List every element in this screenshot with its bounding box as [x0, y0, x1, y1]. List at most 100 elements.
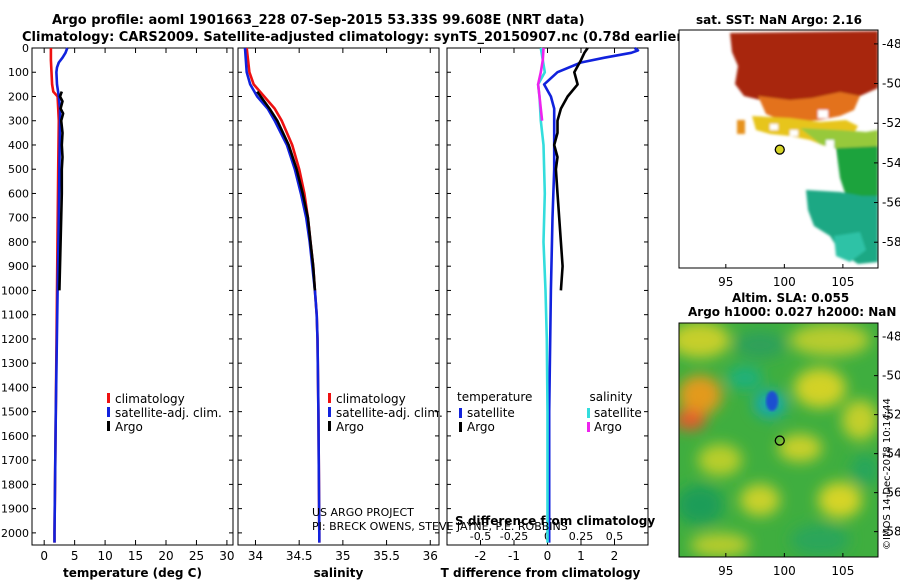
difference-xtick-label: 1 — [577, 549, 585, 563]
map-xtick-label: 100 — [773, 275, 796, 289]
legend-swatch — [459, 422, 462, 432]
sla-blob — [679, 375, 722, 415]
sst-patch — [818, 110, 828, 118]
difference-series-t-satellite — [542, 46, 640, 543]
legend-label: climatology — [115, 392, 185, 406]
sla-blob — [818, 482, 862, 518]
sla-map-frame — [678, 322, 879, 558]
salinity-series-satellite-adj-clim- — [243, 47, 321, 543]
temperature-xtick-label: 20 — [158, 549, 173, 563]
depth-tick-label: 1100 — [1, 309, 29, 322]
difference-series-t-argo — [552, 47, 589, 291]
sst-patch — [737, 120, 745, 134]
legend-title-temperature: temperature — [457, 390, 532, 404]
depth-tick-label: 1800 — [1, 478, 29, 491]
temperature-xlabel: temperature (deg C) — [63, 566, 202, 580]
temperature-xtick-label: 5 — [71, 549, 79, 563]
legend-label: climatology — [336, 392, 406, 406]
sla-blob — [734, 331, 786, 359]
legend-label: Argo — [594, 420, 622, 434]
legend-swatch — [107, 393, 110, 403]
salinity-xtick-label: 34 — [248, 549, 263, 563]
title-line-1: Argo profile: aoml 1901663_228 07-Sep-20… — [52, 13, 585, 28]
depth-tick-label: 1000 — [1, 284, 29, 297]
sla-blob — [690, 533, 750, 557]
temperature-panel: 0100200300400500600700800900100011001200… — [1, 42, 235, 580]
legend-label: satellite — [594, 406, 642, 420]
sla-map-title-1: Altim. SLA: 0.055 — [732, 291, 849, 305]
map-ytick-label: -50 — [882, 77, 900, 91]
map-ytick-label: -54 — [882, 156, 900, 170]
credit-pi: PI: BRECK OWENS, STEVE JAYNE, P.E. ROBBI… — [312, 520, 568, 533]
sdiff-xtick-label: -0.5 — [470, 530, 491, 543]
depth-tick-label: 700 — [8, 212, 29, 225]
map-ytick-label: -52 — [882, 408, 900, 422]
depth-tick-label: 600 — [8, 187, 29, 200]
depth-tick-label: 100 — [8, 66, 29, 79]
legend-label: satellite — [467, 406, 515, 420]
sst-patch — [826, 140, 834, 160]
map-ytick-label: -56 — [882, 486, 900, 500]
map-xtick-label: 105 — [831, 275, 854, 289]
map-ytick-label: -48 — [882, 37, 900, 51]
legend-label: Argo — [336, 420, 364, 434]
legend-swatch — [587, 422, 590, 432]
temperature-xtick-label: 10 — [97, 549, 112, 563]
map-ytick-label: -58 — [882, 525, 900, 539]
map-ytick-label: -48 — [882, 330, 900, 344]
sla-blob — [698, 444, 742, 476]
depth-tick-label: 400 — [8, 139, 29, 152]
sst-teal-light-region — [834, 232, 866, 262]
sla-float-marker — [774, 435, 785, 446]
sst-orange-region — [758, 92, 860, 122]
sdiff-xtick-label: 0.5 — [606, 530, 624, 543]
salinity-xtick-label: 35.5 — [373, 549, 400, 563]
legend-swatch — [328, 393, 331, 403]
map-ytick-label: -56 — [882, 196, 900, 210]
sdiff-axis-label: S difference from climatology — [455, 514, 655, 528]
sla-blob — [740, 484, 780, 516]
temperature-xtick-label: 25 — [189, 549, 204, 563]
salinity-panel: 34 34.5 35 35.5 36 salinity climatologysatelli… — [237, 47, 443, 580]
credit-imos: ©IMOS 14-Dec-2018 10:14:44 — [882, 398, 893, 550]
sla-blob — [679, 410, 706, 430]
sla-blob — [790, 524, 850, 556]
sst-warm-region — [730, 31, 878, 112]
sla-blob — [778, 434, 822, 462]
map-xtick-label: 95 — [718, 564, 733, 578]
salinity-xtick-label: 36 — [423, 549, 438, 563]
map-ytick-label: -58 — [882, 235, 900, 249]
sla-blob — [790, 324, 870, 356]
sst-patch — [790, 130, 798, 136]
map-ytick-label: -50 — [882, 369, 900, 383]
map-xtick-label: 100 — [773, 564, 796, 578]
credit-project: US ARGO PROJECT — [312, 506, 414, 519]
legend-swatch — [328, 421, 331, 431]
sla-blob — [794, 368, 846, 408]
legend-label: satellite-adj. clim. — [115, 406, 222, 420]
difference-series-s-satellite — [536, 47, 549, 543]
salinity-xtick-label: 34.5 — [286, 549, 313, 563]
depth-tick-label: 1900 — [1, 503, 29, 516]
temperature-xtick-label: 30 — [219, 549, 234, 563]
map-xtick-label: 95 — [718, 275, 733, 289]
salinity-xlabel: salinity — [314, 566, 364, 580]
difference-xtick-label: -2 — [475, 549, 487, 563]
depth-tick-label: 2000 — [1, 527, 29, 540]
difference-xlabel: T difference from climatology — [441, 566, 641, 580]
legend-title-salinity: salinity — [589, 390, 632, 404]
sla-blob — [679, 485, 724, 525]
sst-float-marker — [774, 144, 785, 155]
depth-tick-label: 500 — [8, 163, 29, 176]
salinity-series-climatology — [245, 47, 321, 543]
depth-tick-label: 1700 — [1, 454, 29, 467]
sst-green-region — [836, 146, 878, 206]
difference-xtick-label: 0 — [544, 549, 552, 563]
legend-label: satellite-adj. clim. — [336, 406, 443, 420]
depth-tick-label: 1300 — [1, 357, 29, 370]
depth-tick-label: 1500 — [1, 406, 29, 419]
sdiff-xtick-label: 0.25 — [569, 530, 594, 543]
sla-blob — [851, 454, 878, 486]
legend-swatch — [107, 407, 110, 417]
